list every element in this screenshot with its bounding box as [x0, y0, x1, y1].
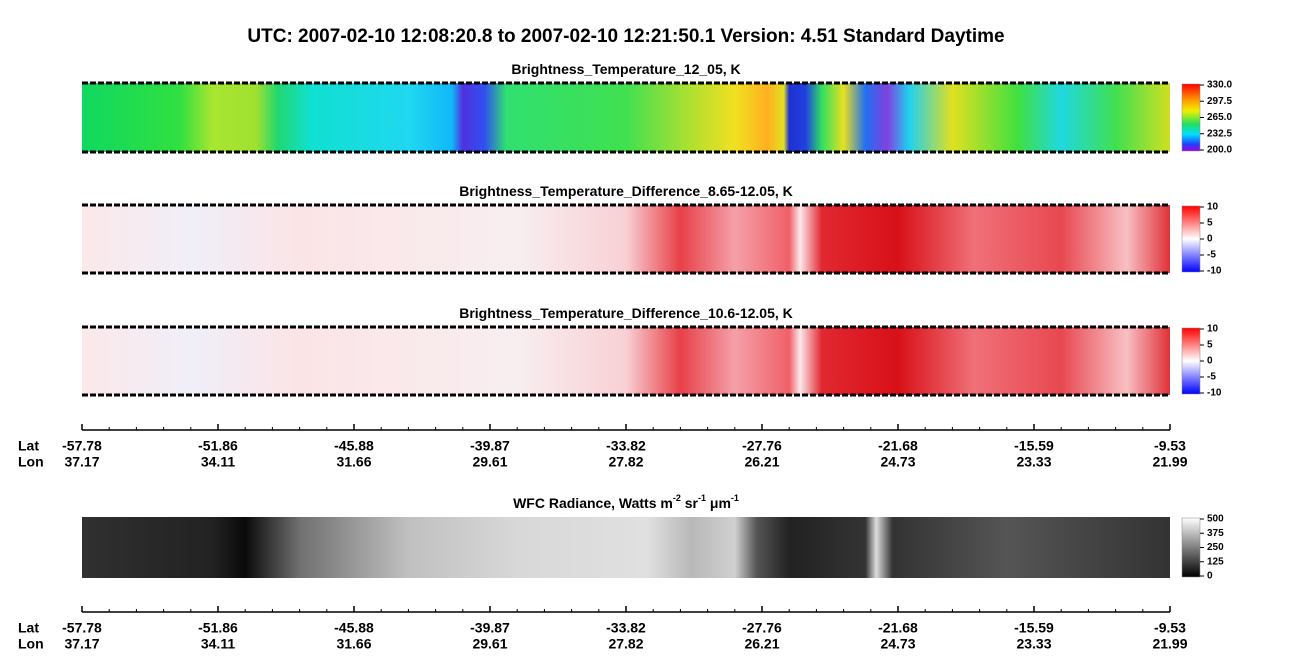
lat-value: -45.88 — [334, 620, 374, 636]
lon-value: 23.33 — [1016, 636, 1051, 652]
colorbar-label: 200.0 — [1207, 145, 1232, 156]
colorbar-label: 500 — [1207, 514, 1224, 525]
superscript: -1 — [698, 493, 706, 503]
lon-value: 29.61 — [472, 454, 507, 470]
colorbar-label: 10 — [1207, 324, 1219, 335]
colorbar-label: 250 — [1207, 542, 1224, 553]
lat-value: -27.76 — [742, 438, 782, 454]
colorbar — [1181, 205, 1201, 273]
lat-value: -15.59 — [1014, 438, 1054, 454]
title-part: sr — [681, 495, 699, 511]
title-part: μm — [706, 495, 731, 511]
colorbar-label: 232.5 — [1207, 128, 1232, 139]
lon-value: 26.21 — [744, 636, 779, 652]
lon-value: 34.11 — [201, 454, 235, 470]
lat-value: -15.59 — [1014, 620, 1054, 636]
lat-label: Lat — [18, 620, 39, 636]
lat-value: -33.82 — [606, 620, 646, 636]
colorbar-label: 330.0 — [1207, 80, 1232, 91]
colorbar-label: -5 — [1207, 372, 1216, 383]
lat-value: -9.53 — [1154, 620, 1186, 636]
colorbar — [1181, 517, 1201, 578]
panel-title: WFC Radiance, Watts m-2 sr-1 μm-1 — [513, 493, 739, 510]
lat-label: Lat — [18, 438, 39, 454]
lat-value: -39.87 — [470, 438, 510, 454]
lon-value: 37.17 — [64, 454, 99, 470]
colorbar-label: -10 — [1207, 388, 1222, 399]
panel-title: Brightness_Temperature_Difference_10.6-1… — [459, 305, 793, 321]
lon-value: 26.21 — [744, 454, 779, 470]
colorbar-label: -5 — [1207, 250, 1216, 261]
colorbar-label: 125 — [1207, 556, 1224, 567]
lon-value: 27.82 — [608, 454, 643, 470]
lat-value: -57.78 — [62, 438, 102, 454]
lon-value: 24.73 — [880, 454, 915, 470]
lon-value: 29.61 — [472, 636, 507, 652]
colorbar-label: 297.5 — [1207, 96, 1232, 107]
lat-value: -27.76 — [742, 620, 782, 636]
colorbar-label: 5 — [1207, 218, 1213, 229]
colorbar-label: 0 — [1207, 356, 1213, 367]
lon-value: 34.11 — [201, 636, 235, 652]
title-part: WFC Radiance, Watts m — [513, 495, 673, 511]
superscript: -1 — [731, 493, 739, 503]
image-strip — [82, 205, 1170, 273]
superscript: -2 — [673, 493, 681, 503]
lat-value: -39.87 — [470, 620, 510, 636]
lat-value: -57.78 — [62, 620, 102, 636]
colorbar-label: 5 — [1207, 340, 1213, 351]
colorbar-label: 0 — [1207, 571, 1213, 582]
lat-value: -21.68 — [878, 438, 918, 454]
colorbar-label: 0 — [1207, 234, 1213, 245]
lon-value: 24.73 — [880, 636, 915, 652]
image-strip — [82, 83, 1170, 152]
panel-title: Brightness_Temperature_12_05, K — [511, 61, 740, 77]
lon-value: 23.33 — [1016, 454, 1051, 470]
lon-value: 21.99 — [1152, 454, 1187, 470]
panel-title: Brightness_Temperature_Difference_8.65-1… — [459, 183, 793, 199]
title-part: Brightness_Temperature_Difference_8.65-1… — [459, 183, 793, 199]
colorbar-label: -10 — [1207, 266, 1222, 277]
title-part: Brightness_Temperature_12_05, K — [511, 61, 740, 77]
colorbar-label: 375 — [1207, 528, 1224, 539]
lon-value: 37.17 — [64, 636, 99, 652]
lon-value: 27.82 — [608, 636, 643, 652]
colorbar-label: 10 — [1207, 202, 1219, 213]
image-strip — [82, 327, 1170, 395]
lat-value: -9.53 — [1154, 438, 1186, 454]
lon-value: 21.99 — [1152, 636, 1187, 652]
lon-label: Lon — [18, 454, 44, 470]
lat-value: -51.86 — [198, 620, 238, 636]
title-part: Brightness_Temperature_Difference_10.6-1… — [459, 305, 793, 321]
image-strip — [82, 517, 1170, 578]
lon-value: 31.66 — [336, 636, 371, 652]
lon-label: Lon — [18, 636, 44, 652]
page-title: UTC: 2007-02-10 12:08:20.8 to 2007-02-10… — [247, 26, 1004, 47]
colorbar-label: 265.0 — [1207, 112, 1232, 123]
lat-value: -33.82 — [606, 438, 646, 454]
lat-value: -45.88 — [334, 438, 374, 454]
lat-value: -51.86 — [198, 438, 238, 454]
lat-value: -21.68 — [878, 620, 918, 636]
lon-value: 31.66 — [336, 454, 371, 470]
colorbar — [1181, 83, 1201, 152]
colorbar — [1181, 327, 1201, 395]
